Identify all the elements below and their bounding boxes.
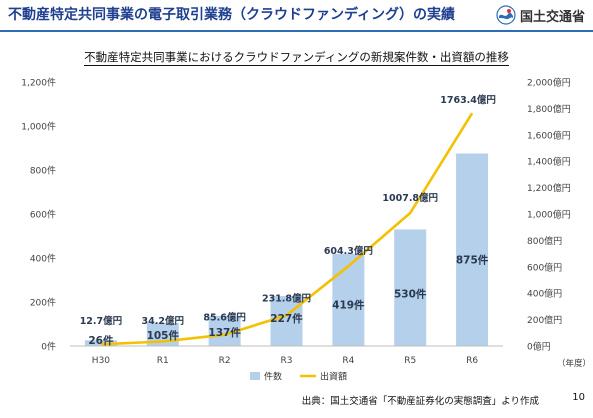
x-tick-label: R1 <box>157 356 169 366</box>
y-right-tick-label: 800億円 <box>527 235 562 247</box>
line-data-label: 1007.8億円 <box>382 192 438 204</box>
line-data-label: 85.6億円 <box>203 312 245 324</box>
bar-data-label: 26件 <box>88 334 114 347</box>
y-right-tick-label: 600億円 <box>527 261 562 273</box>
y-right-tick-label: 1,600億円 <box>527 129 571 141</box>
x-tick-label: R2 <box>219 356 231 366</box>
line-data-label: 34.2億円 <box>142 315 184 327</box>
bar <box>332 253 365 346</box>
slide-header: 不動産特定共同事業の電子取引業務（クラウドファンディング）の実績 国土交通省 <box>0 0 593 30</box>
y-right-tick-label: 2,000億円 <box>527 77 571 89</box>
y-right-tick-label: 1,400億円 <box>527 156 571 168</box>
bar-data-label: 530件 <box>394 288 427 301</box>
y-left-tick-label: 800件 <box>30 165 56 177</box>
x-tick-label: R3 <box>281 356 293 366</box>
source-note: 出典：国土交通省「不動産証券化の実態調査」より作成 <box>301 396 539 407</box>
bar-data-label: 105件 <box>147 329 180 342</box>
line-data-label: 1763.4億円 <box>440 94 496 106</box>
line-data-label: 12.7億円 <box>80 315 122 327</box>
bar <box>456 153 489 346</box>
page-number: 10 <box>572 392 585 403</box>
x-tick-label: H30 <box>92 356 110 366</box>
legend-swatch-bars <box>250 372 260 380</box>
x-tick-label: R4 <box>342 356 354 366</box>
line-data-label: 604.3億円 <box>324 245 373 257</box>
chart-title: 不動産特定共同事業におけるクラウドファンディングの新規案件数・出資額の推移 <box>0 49 593 66</box>
legend-label-line: 出資額 <box>320 371 347 383</box>
x-axis-label: （年度） <box>557 358 591 369</box>
bar-data-label: 875件 <box>456 253 489 266</box>
y-left-tick-label: 0件 <box>41 341 56 353</box>
mlit-logo-icon <box>496 5 516 25</box>
y-right-tick-label: 200億円 <box>527 314 562 326</box>
line-data-label: 231.8億円 <box>262 292 311 304</box>
y-left-tick-label: 1,000件 <box>21 121 56 133</box>
ministry-logo: 国土交通省 <box>496 4 585 26</box>
y-right-tick-label: 0億円 <box>527 341 551 353</box>
bar <box>394 229 427 346</box>
bar <box>270 296 303 346</box>
y-left-tick-label: 1,200件 <box>21 77 56 89</box>
slide-title: 不動産特定共同事業の電子取引業務（クラウドファンディング）の実績 <box>8 7 456 23</box>
line-series-investment <box>100 112 474 346</box>
bar-data-label: 419件 <box>332 299 365 312</box>
header-rule <box>0 30 593 32</box>
bar-data-label: 137件 <box>208 326 241 339</box>
y-right-tick-label: 1,000億円 <box>527 209 571 221</box>
y-left-tick-label: 400件 <box>30 253 56 265</box>
x-tick-label: R6 <box>466 356 478 366</box>
legend-label-bars: 件数 <box>264 371 282 383</box>
y-right-tick-label: 1,200億円 <box>527 182 571 194</box>
y-right-tick-label: 1,800億円 <box>527 103 571 115</box>
x-tick-label: R5 <box>404 356 416 366</box>
bar-data-label: 227件 <box>270 312 303 325</box>
y-left-tick-label: 200件 <box>30 297 56 309</box>
y-left-tick-label: 600件 <box>30 209 56 221</box>
logo-text: 国土交通省 <box>519 9 585 25</box>
chart-title-text: 不動産特定共同事業におけるクラウドファンディングの新規案件数・出資額の推移 <box>84 50 509 66</box>
y-right-tick-label: 400億円 <box>527 288 562 300</box>
